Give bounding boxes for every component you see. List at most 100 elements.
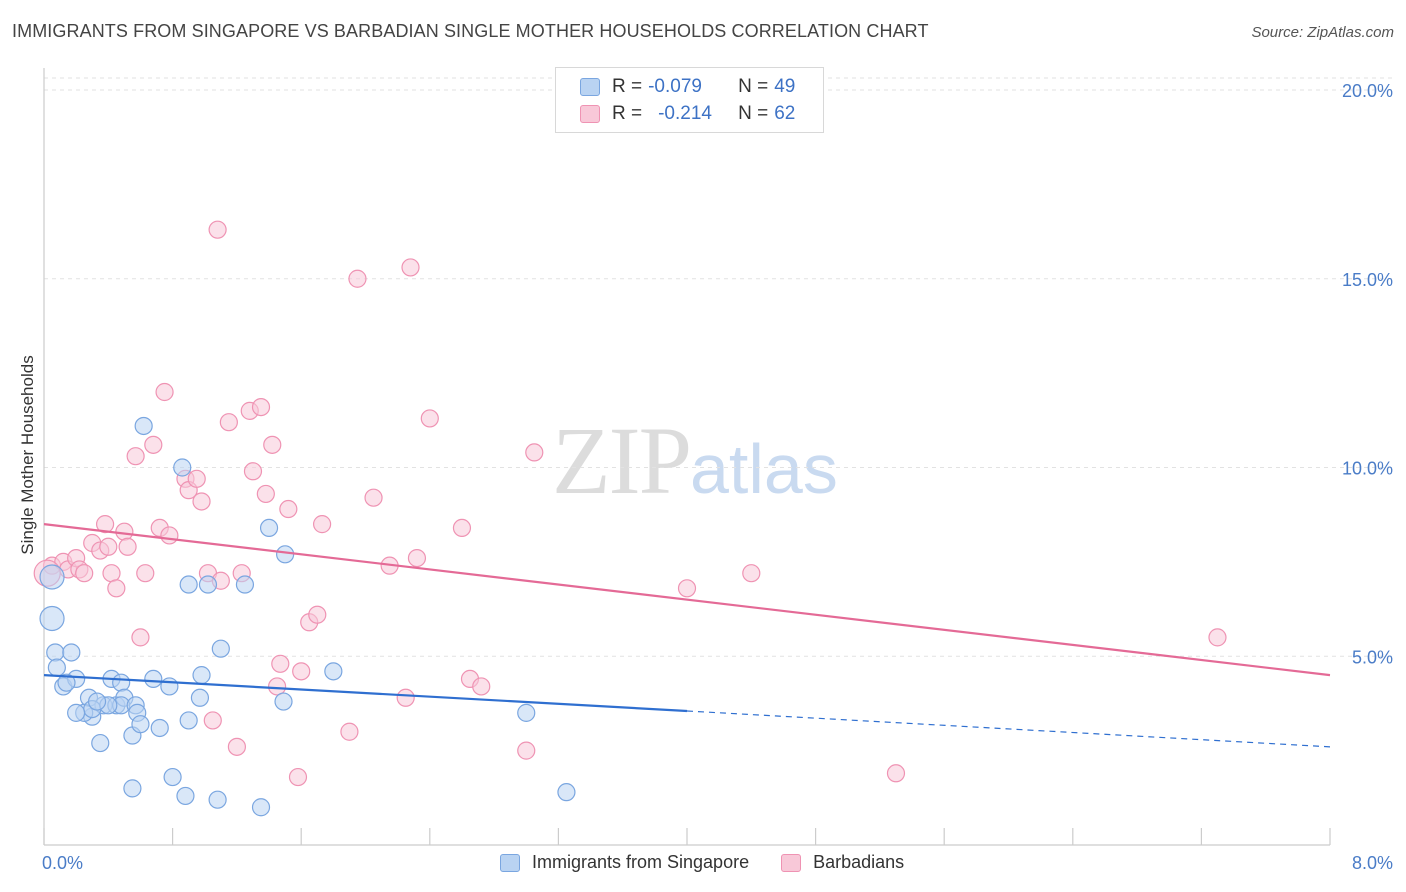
singapore-trend-extrapolation: [686, 710, 1331, 748]
legend-r-value: -0.079: [648, 76, 702, 97]
singapore-point: [47, 658, 66, 677]
legend-item-barbadians: Barbadians: [781, 852, 904, 873]
barbadians-point: [452, 518, 472, 538]
legend-n-label: N =: [738, 103, 769, 124]
barbadians-point: [396, 688, 415, 707]
axes: [43, 68, 1331, 846]
singapore-point: [190, 688, 210, 707]
barbadians-point: [155, 382, 174, 402]
barbadians-point: [95, 515, 115, 534]
legend-n-value: 49: [774, 76, 796, 97]
barbadians-point: [115, 522, 134, 541]
barbadians-point: [118, 537, 137, 556]
legend-label-barbadians: Barbadians: [813, 852, 905, 872]
watermark-zip: ZIP: [552, 407, 692, 514]
singapore-point: [276, 545, 295, 564]
barbadians-point: [312, 515, 332, 534]
singapore-point: [144, 669, 163, 689]
legend-r-value: -0.214: [658, 103, 712, 124]
x-tick-label: 0.0%: [42, 853, 83, 873]
correlation-legend: R = -0.079 N = 49 R = -0.214 N = 62: [555, 67, 824, 133]
barbadians-point: [886, 764, 906, 783]
barbadians-point: [107, 579, 126, 598]
barbadians-point: [348, 269, 367, 288]
singapore-point: [192, 666, 211, 685]
barbadians-point: [308, 605, 327, 624]
singapore-point: [211, 639, 230, 658]
x-tick-label: 8.0%: [1352, 853, 1393, 873]
barbadians-point: [136, 564, 155, 583]
singapore-point: [251, 798, 271, 817]
barbadians-point: [279, 499, 298, 519]
barbadians-point: [271, 654, 290, 673]
y-tick-label: 15.0%: [1342, 270, 1393, 290]
barbadians-point: [144, 435, 163, 454]
barbadians-point: [187, 469, 206, 488]
legend-row-barbadians: R = -0.214 N = 62: [580, 102, 795, 126]
singapore-point: [39, 605, 65, 632]
barbadians-point: [420, 409, 439, 428]
legend-r-label: R =: [612, 103, 643, 124]
chart-title: IMMIGRANTS FROM SINGAPORE VS BARBADIAN S…: [12, 21, 929, 41]
singapore-point: [67, 703, 86, 722]
singapore-points: [39, 416, 576, 817]
legend-label-singapore: Immigrants from Singapore: [532, 852, 750, 872]
trend-lines: [43, 523, 1331, 748]
singapore-point: [57, 673, 76, 692]
tick-labels: 5.0% 10.0% 15.0% 20.0% 0.0% 8.0%: [42, 81, 1393, 873]
singapore-point: [235, 575, 255, 594]
singapore-point: [173, 458, 192, 477]
singapore-point: [160, 677, 179, 696]
legend-r-label: R =: [612, 76, 643, 97]
barbadians-point: [263, 435, 282, 454]
singapore-point: [134, 416, 153, 436]
barbadians-point: [517, 741, 536, 760]
barbadians-point: [742, 564, 761, 583]
barbadians-point: [99, 537, 118, 556]
barbadians-trend-line: [43, 523, 1331, 677]
singapore-point: [163, 767, 182, 787]
barbadians-point: [292, 662, 311, 681]
barbadians-point: [407, 548, 427, 568]
singapore-point: [131, 715, 150, 734]
barbadians-point: [126, 447, 145, 466]
barbadians-point: [227, 737, 246, 756]
barbadians-point: [267, 677, 287, 696]
singapore-point: [62, 643, 81, 662]
source-credit: Source: ZipAtlas.com: [1251, 24, 1394, 41]
y-tick-label: 5.0%: [1352, 647, 1393, 667]
legend-n-label: N =: [738, 76, 769, 97]
barbadians-point: [340, 722, 359, 741]
barbadians-point: [102, 564, 121, 583]
singapore-trend-line: [43, 674, 688, 713]
watermark-atlas: atlas: [690, 430, 838, 508]
legend-item-singapore: Immigrants from Singapore: [500, 852, 749, 873]
barbadians-point: [472, 677, 491, 696]
barbadians-point: [160, 526, 179, 545]
singapore-point: [123, 779, 142, 798]
barbadians-point: [401, 258, 420, 277]
y-tick-label: 10.0%: [1342, 459, 1393, 479]
watermark: ZIPatlas: [552, 405, 838, 516]
singapore-point: [259, 518, 279, 538]
series-legend: Immigrants from Singapore Barbadians: [500, 852, 936, 873]
barbadians-point: [525, 443, 544, 462]
singapore-point: [46, 643, 65, 662]
legend-n-value: 62: [774, 103, 796, 124]
barbadians-point: [75, 564, 94, 583]
barbadians-point: [192, 492, 211, 511]
singapore-point: [324, 662, 343, 681]
singapore-point: [39, 564, 65, 590]
barbadians-point: [131, 628, 150, 647]
singapore-point: [87, 692, 107, 711]
barbadians-point: [1208, 628, 1227, 647]
legend-swatch-pink: [781, 853, 802, 872]
barbadians-point: [288, 767, 308, 787]
singapore-point: [517, 703, 536, 722]
singapore-point: [274, 692, 293, 711]
legend-swatch-blue: [580, 78, 600, 96]
legend-swatch-blue: [500, 853, 520, 872]
singapore-point: [208, 790, 227, 809]
singapore-point: [179, 575, 198, 594]
singapore-point: [112, 673, 131, 692]
